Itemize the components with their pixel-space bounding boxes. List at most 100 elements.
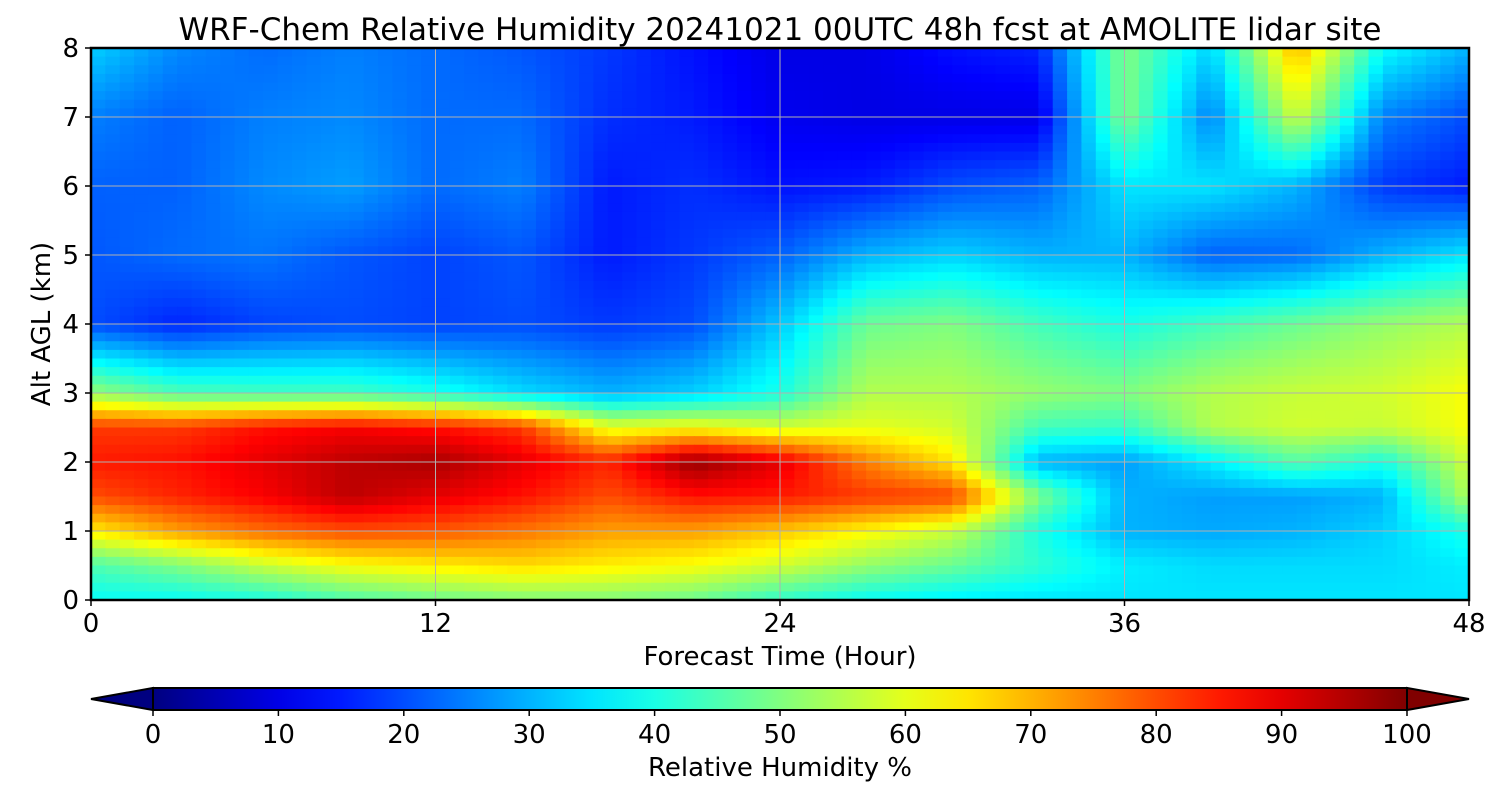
heatmap-cell xyxy=(1052,462,1068,472)
heatmap-cell xyxy=(449,410,465,420)
heatmap-cell xyxy=(1253,298,1269,308)
heatmap-cell xyxy=(435,453,451,463)
heatmap-cell xyxy=(1038,393,1054,403)
heatmap-cell xyxy=(1354,48,1370,58)
heatmap-cell xyxy=(320,410,336,420)
heatmap-cell xyxy=(1024,91,1040,101)
heatmap-cell xyxy=(435,134,451,144)
heatmap-cell xyxy=(823,168,839,179)
heatmap-cell xyxy=(277,410,293,420)
heatmap-cell xyxy=(1268,255,1284,265)
heatmap-cell xyxy=(1181,220,1197,230)
heatmap-cell xyxy=(1440,332,1456,342)
heatmap-cell xyxy=(1311,229,1327,239)
heatmap-cell xyxy=(923,410,939,420)
heatmap-cell xyxy=(492,436,508,446)
heatmap-cell xyxy=(1296,487,1312,498)
heatmap-cell xyxy=(320,237,336,248)
heatmap-cell xyxy=(449,255,465,265)
heatmap-cell xyxy=(1440,479,1456,489)
heatmap-cell xyxy=(837,324,853,334)
heatmap-cell xyxy=(263,125,279,135)
heatmap-cell xyxy=(421,108,437,118)
heatmap-cell xyxy=(1354,134,1370,144)
heatmap-cell xyxy=(851,246,867,256)
heatmap-cell xyxy=(464,401,480,411)
heatmap-cell xyxy=(1268,186,1284,196)
heatmap-cell xyxy=(378,427,394,437)
heatmap-cell xyxy=(894,125,910,135)
heatmap-cell xyxy=(1224,142,1241,153)
heatmap-cell xyxy=(1397,211,1413,222)
heatmap-cell xyxy=(909,410,925,420)
heatmap-cell xyxy=(320,367,336,377)
heatmap-cell xyxy=(521,151,537,161)
heatmap-cell xyxy=(765,401,781,411)
heatmap-cell xyxy=(1024,418,1040,429)
heatmap-cell xyxy=(1382,332,1398,342)
heatmap-cell xyxy=(1440,246,1456,256)
heatmap-cell xyxy=(421,470,437,480)
heatmap-cell xyxy=(134,315,150,325)
heatmap-cell xyxy=(234,56,250,66)
heatmap-cell xyxy=(937,203,953,213)
heatmap-cell xyxy=(837,298,853,308)
heatmap-cell xyxy=(320,194,336,204)
heatmap-cell xyxy=(162,384,178,394)
heatmap-cell xyxy=(1167,470,1183,480)
heatmap-cell xyxy=(937,470,953,480)
heatmap-cell xyxy=(1411,375,1427,386)
heatmap-cell xyxy=(851,211,867,222)
heatmap-cell xyxy=(1282,427,1298,437)
heatmap-cell xyxy=(995,117,1011,127)
heatmap-cell xyxy=(1454,168,1469,179)
heatmap-cell xyxy=(808,82,824,92)
heatmap-cell xyxy=(693,48,709,58)
heatmap-cell xyxy=(1253,65,1269,75)
heatmap-cell xyxy=(1425,229,1441,239)
heatmap-cell xyxy=(1368,186,1384,196)
heatmap-cell xyxy=(1397,142,1413,153)
heatmap-cell xyxy=(837,401,853,411)
heatmap-cell xyxy=(91,453,107,463)
heatmap-cell xyxy=(1024,229,1040,239)
heatmap-cell xyxy=(177,134,193,144)
heatmap-cell xyxy=(952,349,968,360)
heatmap-cell xyxy=(722,470,738,480)
heatmap-cell xyxy=(363,48,379,58)
heatmap-cell xyxy=(1124,349,1140,360)
heatmap-cell xyxy=(866,315,882,325)
heatmap-cell xyxy=(263,358,279,368)
heatmap-cell xyxy=(1368,160,1384,170)
heatmap-cell xyxy=(1167,229,1183,239)
heatmap-cell xyxy=(880,444,896,455)
heatmap-cell xyxy=(622,91,638,101)
heatmap-cell xyxy=(1397,56,1413,66)
heatmap-cell xyxy=(708,246,724,256)
heatmap-cell xyxy=(765,237,781,248)
heatmap-cell xyxy=(636,56,652,66)
heatmap-cell xyxy=(851,82,867,92)
heatmap-cell xyxy=(1095,134,1111,144)
heatmap-cell xyxy=(1354,401,1370,411)
heatmap-cell xyxy=(1095,160,1111,170)
heatmap-cell xyxy=(1081,418,1097,429)
heatmap-cell xyxy=(1368,315,1384,325)
heatmap-cell xyxy=(435,444,451,455)
heatmap-cell xyxy=(335,237,351,248)
heatmap-cell xyxy=(1038,125,1054,135)
heatmap-cell xyxy=(550,263,566,273)
heatmap-cell xyxy=(880,487,896,498)
heatmap-cell xyxy=(1425,73,1441,84)
heatmap-cell xyxy=(1181,125,1197,135)
heatmap-cell xyxy=(248,306,264,317)
heatmap-cell xyxy=(1325,229,1341,239)
heatmap-cell xyxy=(291,220,308,230)
heatmap-cell xyxy=(794,91,810,101)
heatmap-cell xyxy=(1339,272,1355,282)
heatmap-cell xyxy=(1368,427,1384,437)
heatmap-cell xyxy=(579,255,595,265)
heatmap-cell xyxy=(794,142,810,153)
heatmap-cell xyxy=(693,332,709,342)
heatmap-cell xyxy=(335,436,351,446)
